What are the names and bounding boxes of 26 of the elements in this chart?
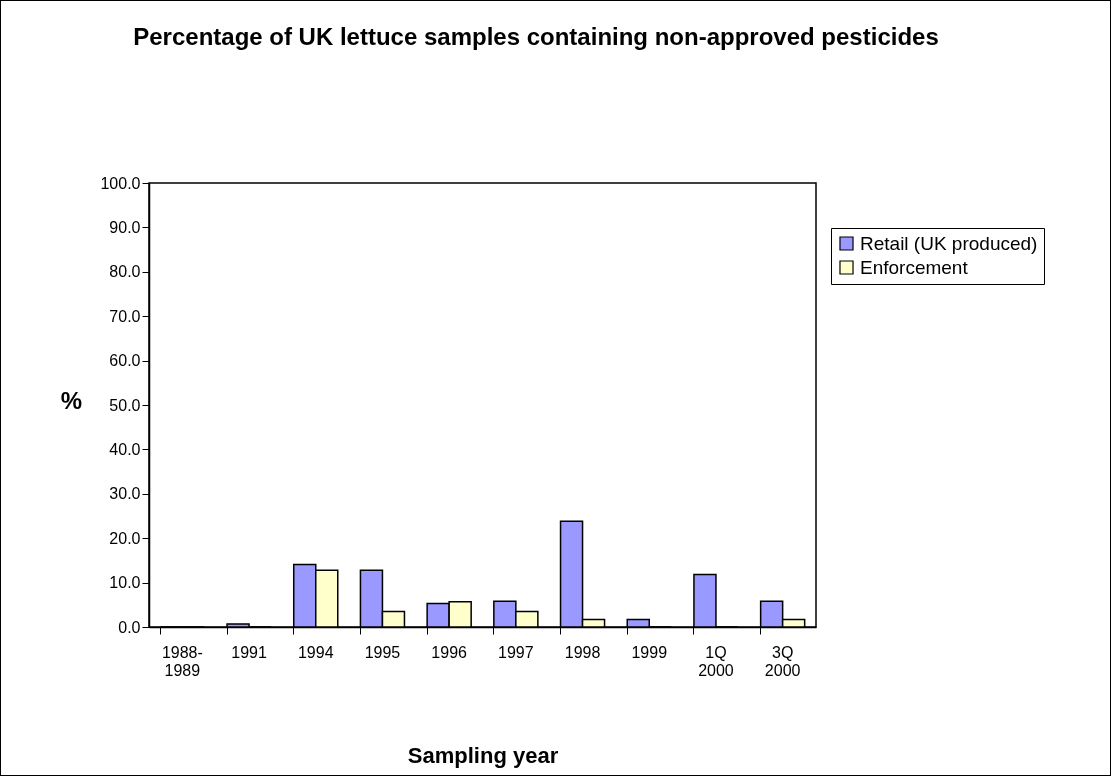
x-tick-label: 1Q 2000 <box>698 643 734 679</box>
y-tick-label: 90.0 <box>109 218 141 236</box>
x-tick-label: 1995 <box>364 643 401 661</box>
y-tick-label: 100.0 <box>100 174 141 192</box>
chart-title: Percentage of UK lettuce samples containing non-approved pesticides <box>132 22 940 52</box>
x-tick-label: 1998 <box>564 643 601 661</box>
y-tick-label: 50.0 <box>109 396 141 414</box>
y-tick-label: 60.0 <box>109 352 141 370</box>
y-tick-label: 70.0 <box>109 307 141 325</box>
y-tick-label: 10.0 <box>109 574 141 592</box>
y-tick-label: 80.0 <box>109 263 141 281</box>
y-tick-label: 0.0 <box>118 618 141 636</box>
x-tick-label: 3Q 2000 <box>764 643 801 679</box>
y-axis-title: % <box>60 386 83 414</box>
x-tick-label: 1991 <box>231 643 267 661</box>
legend-label: Enforcement <box>860 256 969 278</box>
y-tick-label: 20.0 <box>109 529 141 547</box>
x-tick-label: 1999 <box>631 643 668 661</box>
x-tick-label: 1997 <box>498 643 534 661</box>
y-tick-label: 40.0 <box>109 440 141 458</box>
y-tick-label: 30.0 <box>109 485 141 503</box>
x-tick-label: 1996 <box>431 643 468 661</box>
x-axis-title: Sampling year <box>407 742 559 768</box>
x-tick-label: 1988-1989 <box>161 643 203 679</box>
legend-label: Retail (UK produced) <box>860 232 1038 254</box>
x-tick-label: 1994 <box>297 643 334 661</box>
